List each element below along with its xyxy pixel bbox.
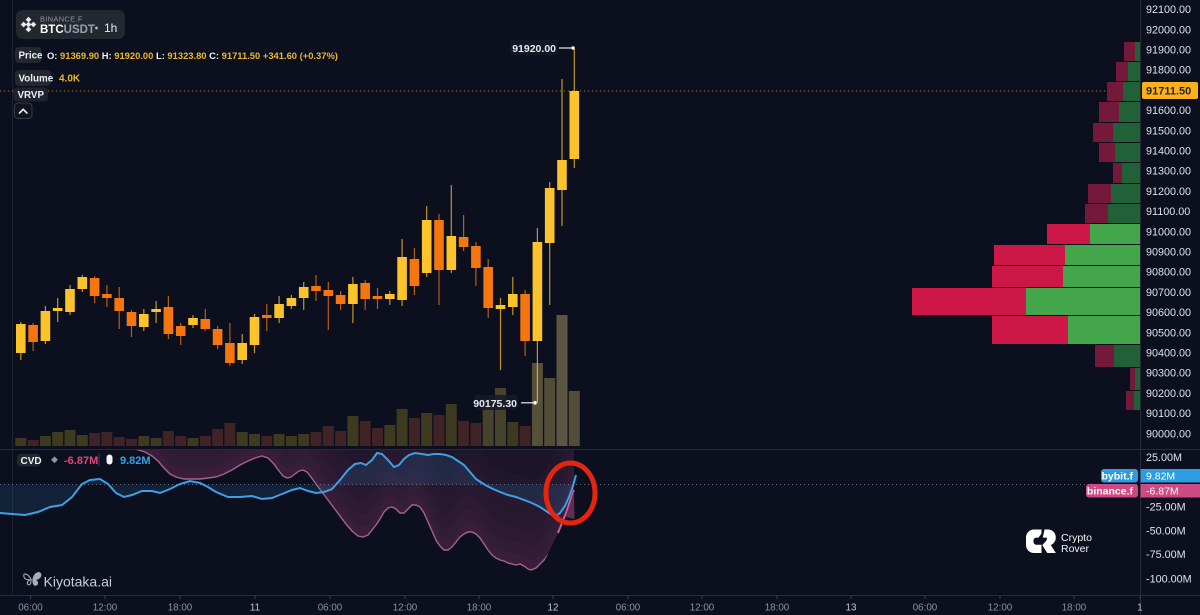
svg-text:91600.00: 91600.00 <box>1146 105 1191 117</box>
svg-text:-6.87M: -6.87M <box>64 455 98 467</box>
svg-text:06:00: 06:00 <box>913 603 938 614</box>
svg-text:-100.00M: -100.00M <box>1146 574 1192 586</box>
svg-text:18:00: 18:00 <box>168 603 193 614</box>
svg-text:BTCUSDT: BTCUSDT <box>40 24 95 36</box>
svg-text:VRVP: VRVP <box>18 90 45 101</box>
svg-text:06:00: 06:00 <box>616 603 641 614</box>
svg-text:11: 11 <box>250 603 260 614</box>
svg-text:90400.00: 90400.00 <box>1146 348 1191 360</box>
svg-text:bybit.f: bybit.f <box>1102 471 1134 483</box>
svg-text:90600.00: 90600.00 <box>1146 307 1191 319</box>
svg-text:90700.00: 90700.00 <box>1146 287 1191 299</box>
svg-text:90100.00: 90100.00 <box>1146 408 1191 420</box>
svg-text:Kiyotaka.ai: Kiyotaka.ai <box>44 574 112 590</box>
svg-text:BINANCE.F: BINANCE.F <box>40 15 83 24</box>
svg-text:9.82M: 9.82M <box>1146 471 1175 483</box>
svg-text:90175.30: 90175.30 <box>473 398 517 410</box>
svg-text:90200.00: 90200.00 <box>1146 388 1191 400</box>
svg-text:91000.00: 91000.00 <box>1146 226 1191 238</box>
svg-text:-50.00M: -50.00M <box>1146 526 1186 538</box>
svg-text:12:00: 12:00 <box>690 603 715 614</box>
svg-text:92000.00: 92000.00 <box>1146 24 1191 36</box>
svg-text:06:00: 06:00 <box>18 603 43 614</box>
svg-text:92100.00: 92100.00 <box>1146 4 1191 16</box>
svg-text:91400.00: 91400.00 <box>1146 146 1191 158</box>
svg-text:Crypto: Crypto <box>1061 532 1092 544</box>
svg-text:Price: Price <box>19 51 44 62</box>
svg-text:91800.00: 91800.00 <box>1146 65 1191 77</box>
svg-text:90300.00: 90300.00 <box>1146 368 1191 380</box>
svg-text:12:00: 12:00 <box>393 603 418 614</box>
svg-text:18:00: 18:00 <box>1062 603 1087 614</box>
svg-text:91100.00: 91100.00 <box>1146 206 1190 218</box>
svg-text:91300.00: 91300.00 <box>1146 166 1191 178</box>
svg-text:-25.00M: -25.00M <box>1146 502 1186 514</box>
svg-text:CVD: CVD <box>21 456 42 467</box>
svg-text:90500.00: 90500.00 <box>1146 327 1191 339</box>
svg-text:91920.00: 91920.00 <box>512 43 556 55</box>
svg-text:25.00M: 25.00M <box>1146 452 1182 464</box>
svg-text:4.0K: 4.0K <box>59 74 81 85</box>
svg-text:O: 91369.90 H: 91920.00 L: 913: O: 91369.90 H: 91920.00 L: 91323.80 C: 9… <box>47 50 338 61</box>
svg-text:18:00: 18:00 <box>467 603 492 614</box>
svg-text:91200.00: 91200.00 <box>1146 186 1191 198</box>
svg-text:90800.00: 90800.00 <box>1146 267 1191 279</box>
svg-text:91711.50: 91711.50 <box>1146 86 1191 98</box>
svg-text:Rover: Rover <box>1061 543 1090 555</box>
svg-text:12: 12 <box>548 603 559 614</box>
svg-text:90000.00: 90000.00 <box>1146 428 1191 440</box>
svg-text:90900.00: 90900.00 <box>1146 247 1191 259</box>
svg-text:13: 13 <box>846 603 857 614</box>
svg-text:91900.00: 91900.00 <box>1146 45 1191 57</box>
svg-text:Volume: Volume <box>19 74 54 85</box>
svg-text:1: 1 <box>1137 603 1142 614</box>
svg-text:-75.00M: -75.00M <box>1146 549 1186 561</box>
svg-text:binance.f: binance.f <box>1087 486 1134 498</box>
svg-text:1h: 1h <box>104 21 117 35</box>
svg-text:-6.87M: -6.87M <box>1146 486 1179 498</box>
svg-text:12:00: 12:00 <box>93 603 118 614</box>
svg-text:91500.00: 91500.00 <box>1146 125 1191 137</box>
svg-text:06:00: 06:00 <box>318 603 343 614</box>
svg-text:12:00: 12:00 <box>988 603 1013 614</box>
svg-text:9.82M: 9.82M <box>120 455 151 467</box>
svg-text:18:00: 18:00 <box>765 603 790 614</box>
